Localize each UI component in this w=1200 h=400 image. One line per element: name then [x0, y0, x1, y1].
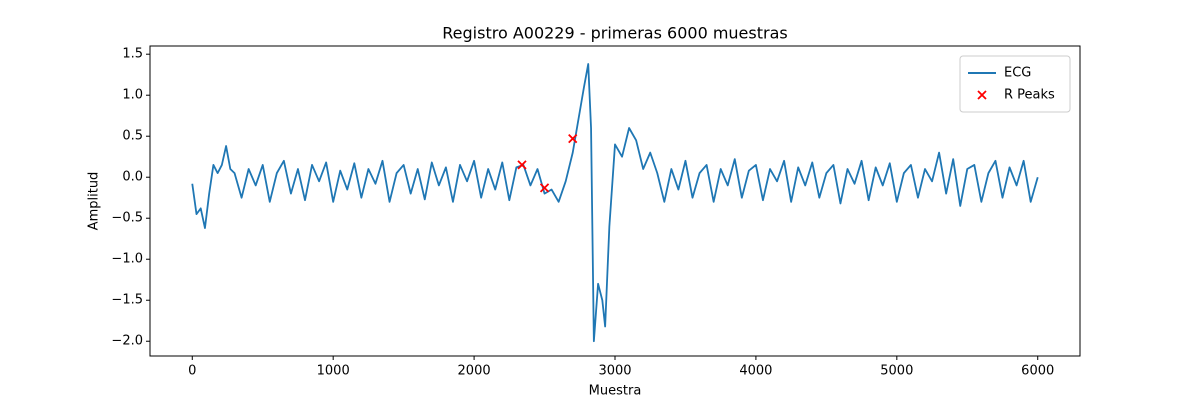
- peak-marker: [517, 160, 527, 170]
- peak-marker: [539, 183, 550, 193]
- x-tick-label: 1000: [317, 364, 350, 379]
- y-tick-label: 1.0: [122, 88, 143, 103]
- y-tick-label: 0.5: [122, 129, 143, 144]
- ecg-line: [191, 63, 1039, 343]
- x-tick-label: 4000: [739, 364, 772, 379]
- x-tick-label: 5000: [880, 364, 913, 379]
- x-axis-label: Muestra: [589, 384, 642, 399]
- plot-frame: [149, 45, 1081, 357]
- legend-label: R Peaks: [1004, 88, 1055, 103]
- legend-box: [959, 55, 1071, 113]
- y-tick-label: −0.5: [111, 211, 143, 226]
- legend-label: ECG: [1004, 66, 1031, 81]
- x-tick-label: 6000: [1021, 364, 1054, 379]
- y-axis-label: Amplitud: [87, 172, 102, 231]
- peak-marker: [568, 134, 578, 144]
- x-tick-label: 2000: [458, 364, 491, 379]
- y-tick-label: −2.0: [111, 334, 143, 349]
- legend-swatch: [977, 90, 987, 100]
- y-tick-label: 1.5: [122, 47, 143, 62]
- chart-title: Registro A00229 - primeras 6000 muestras: [442, 24, 787, 43]
- x-tick-label: 3000: [598, 364, 631, 379]
- x-tick-label: 0: [188, 364, 196, 379]
- y-tick-label: −1.5: [111, 293, 143, 308]
- y-tick-label: −1.0: [111, 252, 143, 267]
- y-tick-label: 0.0: [122, 170, 143, 185]
